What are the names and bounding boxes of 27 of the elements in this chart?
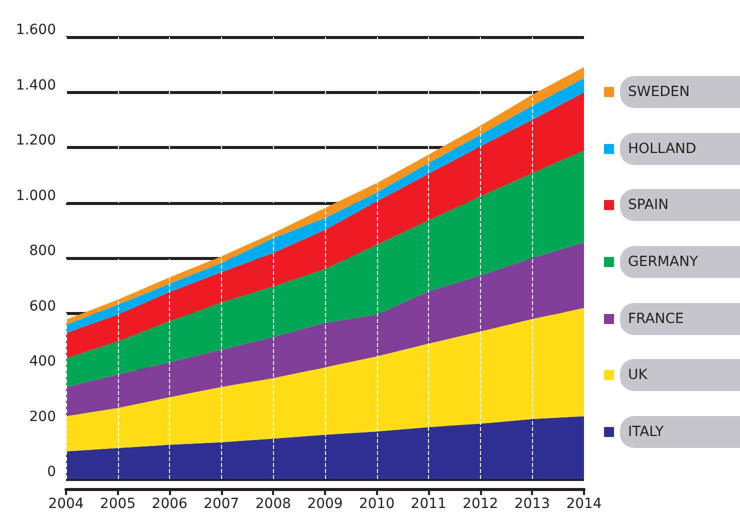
x-tick-label: 2006 [152, 496, 188, 512]
legend-label: FRANCE [628, 310, 684, 327]
x-tick-label: 2009 [307, 496, 343, 512]
x-tick-label: 2011 [410, 496, 446, 512]
y-tick-label: 600 [29, 298, 56, 314]
x-tick-label: 2005 [100, 496, 136, 512]
legend-label: HOLLAND [628, 140, 696, 157]
legend-label: SWEDEN [628, 84, 690, 100]
y-tick-label: 1.000 [16, 188, 56, 204]
x-tick-label: 2008 [255, 496, 292, 512]
x-tick-label: 2004 [48, 496, 84, 512]
y-tick-label: 200 [29, 408, 56, 425]
legend-label: SPAIN [628, 197, 669, 214]
x-tick-label: 2014 [566, 496, 602, 512]
x-tick-label: 2007 [204, 496, 240, 512]
legend-label: ITALY [628, 424, 664, 440]
x-tick-label: 2013 [514, 496, 550, 512]
legend-label: GERMANY [628, 254, 698, 270]
y-tick-label: 1.600 [16, 22, 56, 38]
legend-label: UK [628, 367, 648, 384]
y-tick-label: 0 [47, 464, 56, 480]
y-tick-label: 1.200 [16, 132, 56, 148]
x-tick-label: 2010 [358, 496, 395, 512]
x-tick-label: 2012 [462, 496, 498, 512]
y-tick-label: 1.400 [16, 77, 56, 94]
y-tick-label: 800 [29, 243, 56, 259]
y-tick-label: 400 [29, 354, 56, 370]
